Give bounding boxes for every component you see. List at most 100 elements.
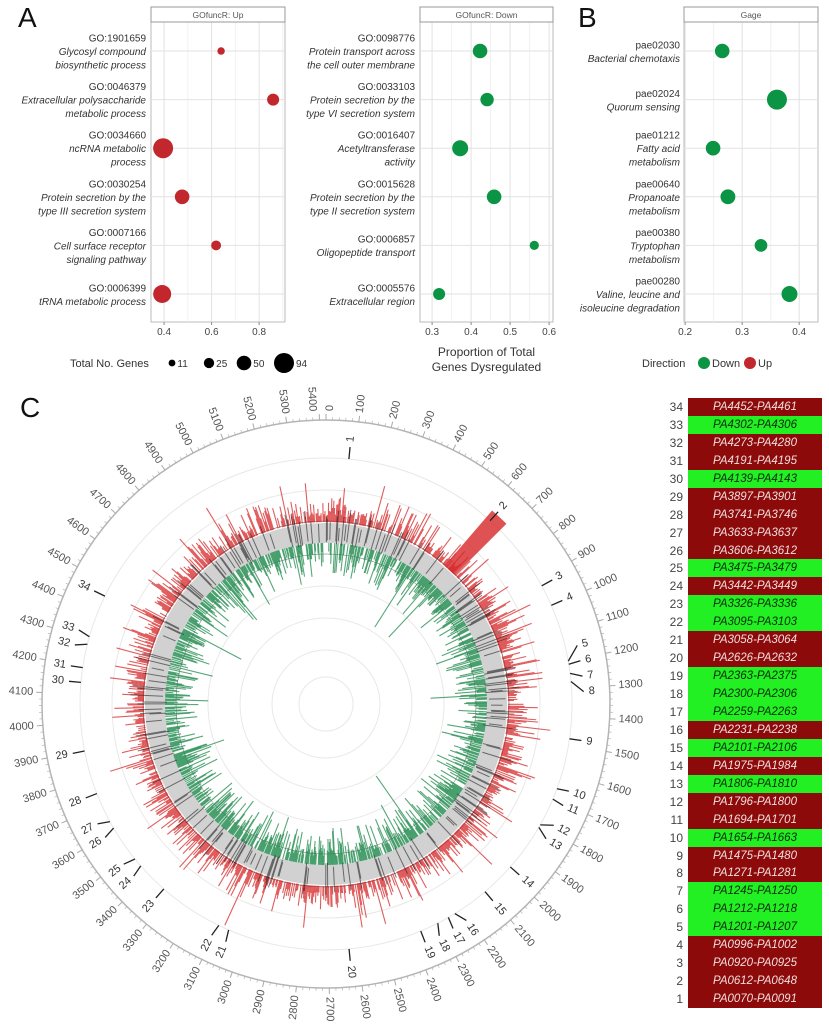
- up-bar: [295, 516, 299, 525]
- minor-tick: [43, 652, 47, 654]
- minor-tick: [584, 820, 588, 823]
- down-bar: [385, 826, 398, 849]
- down-bar: [168, 670, 180, 675]
- down-bar: [458, 686, 487, 691]
- down-bar: [427, 588, 439, 600]
- up-bar: [507, 708, 528, 711]
- scale-tick-label: 700: [534, 485, 556, 506]
- neutral-bar: [454, 807, 469, 820]
- up-bar: [140, 744, 149, 748]
- down-bar: [433, 590, 441, 598]
- up-bar: [243, 531, 249, 540]
- up-bar: [503, 661, 514, 665]
- down-bar: [269, 552, 275, 563]
- minor-tick: [234, 431, 236, 435]
- minor-tick: [84, 547, 88, 551]
- down-bar: [179, 636, 188, 642]
- region-marker-label: 22: [199, 937, 215, 953]
- down-bar: [352, 849, 356, 863]
- up-bar: [173, 574, 188, 587]
- term-name: Oligopeptide transport: [317, 248, 417, 259]
- up-bar: [482, 604, 494, 612]
- up-bar: [379, 502, 389, 531]
- region-range: PA3741-PA3746: [688, 505, 822, 524]
- region-row: 4 PA0996-PA1002: [666, 936, 824, 955]
- down-bar: [410, 829, 417, 838]
- down-bar: [478, 687, 487, 690]
- scale-tick-label: 3000: [216, 979, 235, 1006]
- down-bar: [219, 815, 229, 826]
- minor-tick: [595, 613, 599, 616]
- major-tick: [598, 783, 605, 786]
- major-tick: [533, 896, 539, 902]
- region-row: 31 PA4191-PA4195: [666, 451, 824, 470]
- neutral-bar: [228, 839, 244, 864]
- down-bar: [167, 677, 176, 680]
- up-bar: [309, 514, 312, 523]
- up-bar: [431, 851, 436, 858]
- down-bar: [453, 730, 484, 739]
- up-bar: [148, 632, 158, 637]
- neutral-bar: [150, 745, 172, 753]
- down-bar: [443, 781, 461, 793]
- major-tick: [507, 481, 513, 487]
- down-bar: [317, 543, 319, 554]
- region-marker-label: 27: [79, 821, 95, 837]
- down-bar: [165, 717, 178, 720]
- down-bar: [384, 556, 392, 572]
- region-range: PA1201-PA1207: [688, 918, 822, 937]
- neutral-bar: [446, 816, 458, 826]
- down-bar: [419, 817, 430, 829]
- minor-tick: [497, 475, 500, 478]
- minor-tick: [209, 441, 212, 445]
- minor-tick: [592, 802, 596, 804]
- minor-tick: [224, 969, 227, 973]
- down-bar: [216, 585, 230, 600]
- minor-tick: [141, 483, 145, 487]
- neutral-bar: [335, 516, 338, 542]
- down-bar: [224, 802, 247, 830]
- down-bar: [462, 748, 480, 756]
- down-bar: [414, 577, 428, 594]
- up-bar: [201, 843, 210, 853]
- region-range: PA1806-PA1810: [688, 774, 822, 793]
- down-bar: [337, 849, 340, 865]
- up-bar: [300, 884, 304, 899]
- down-bar: [455, 750, 478, 760]
- down-bar: [406, 568, 414, 578]
- down-bar: [194, 787, 210, 799]
- up-bar: [471, 812, 478, 818]
- down-bar: [165, 689, 180, 693]
- minor-tick: [594, 795, 598, 798]
- neutral-bar: [224, 836, 235, 850]
- up-bar: [245, 532, 250, 540]
- down-bar: [455, 672, 485, 679]
- region-number: 4: [676, 938, 683, 953]
- down-bar: [447, 795, 455, 802]
- down-bar: [245, 834, 252, 844]
- neutral-bar: [365, 520, 372, 544]
- region-row: 26 PA3606-PA3612: [666, 541, 824, 560]
- down-bar: [448, 789, 459, 797]
- down-bar: [400, 565, 409, 578]
- neutral-bar: [137, 687, 164, 691]
- scale-tick-label: 4600: [64, 515, 91, 539]
- up-bar: [162, 582, 181, 597]
- down-bar: [253, 559, 260, 571]
- down-bar: [165, 709, 182, 712]
- up-bar: [179, 839, 205, 868]
- down-bar: [170, 743, 181, 748]
- down-bar: [437, 593, 445, 601]
- down-bar: [167, 674, 196, 682]
- up-bar: [504, 736, 514, 740]
- down-bar: [476, 683, 486, 686]
- down-bar: [297, 545, 303, 573]
- neutral-bar: [145, 734, 169, 740]
- neutral-bar: [482, 743, 501, 749]
- up-bar: [493, 627, 508, 634]
- minor-tick: [515, 915, 518, 919]
- neutral-bar: [215, 832, 224, 843]
- up-bar: [502, 748, 509, 752]
- down-bar: [206, 806, 214, 813]
- down-bar: [193, 790, 201, 796]
